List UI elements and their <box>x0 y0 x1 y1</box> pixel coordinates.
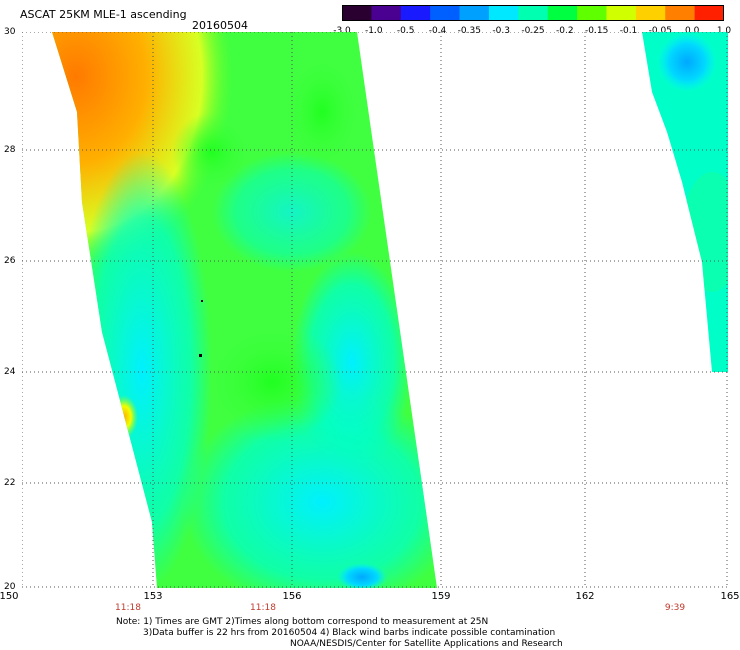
longitude-label: 150 <box>0 591 19 602</box>
longitude-label: 153 <box>143 591 163 602</box>
map-date: 20160504 <box>192 19 248 32</box>
note-line-2: 3)Data buffer is 22 hrs from 20160504 4)… <box>143 628 556 638</box>
colorbar-swatch <box>665 5 696 21</box>
note-line-1: Note: 1) Times are GMT 2)Times along bot… <box>116 617 489 627</box>
colorbar-tick-label: -0.5 <box>396 26 415 36</box>
note-line-3: NOAA/NESDIS/Center for Satellite Applica… <box>290 639 563 649</box>
gridlines <box>22 32 728 588</box>
latitude-label: 22 <box>4 478 16 488</box>
colorbar-swatch <box>635 5 666 21</box>
latitude-label: 26 <box>4 256 16 266</box>
colorbar-tick-label: -0.1 <box>619 26 638 36</box>
colorbar-tick-label: 0.0 <box>684 26 700 36</box>
swath-map <box>22 32 728 588</box>
colorbar-swatch <box>342 5 372 21</box>
colorbar-tick-label: -0.35 <box>457 26 481 36</box>
latitude-label: 20 <box>4 582 16 592</box>
colorbar-tick-label: -0.3 <box>492 26 510 36</box>
longitude-label: 159 <box>431 591 451 602</box>
time-label: 11:18 <box>115 603 141 613</box>
map-title: ASCAT 25KM MLE-1 ascending <box>20 8 187 21</box>
colorbar-tick-label: -3.0 <box>333 26 351 36</box>
colorbar-tick-label: -0.05 <box>648 26 672 36</box>
colorbar-tick-label: -0.15 <box>585 26 609 36</box>
swath-west <box>52 32 437 588</box>
longitude-label: 162 <box>575 591 595 602</box>
colorbar-swatch <box>606 5 637 21</box>
colorbar-tick-label: -0.2 <box>556 26 574 36</box>
longitude-label: 165 <box>720 591 740 602</box>
swath-east <box>642 32 728 372</box>
colorbar-tick-label: -0.4 <box>428 26 447 36</box>
colorbar-swatch <box>459 5 490 21</box>
time-label: 9:39 <box>664 603 686 613</box>
latitude-label: 30 <box>4 27 16 37</box>
colorbar-swatch <box>577 5 607 21</box>
longitude-label: 156 <box>282 591 302 602</box>
colorbar-swatch <box>371 5 402 21</box>
colorbar-tick-label: 1.0 <box>716 26 732 36</box>
time-label: 11:18 <box>250 603 276 613</box>
latitude-label: 28 <box>4 145 16 155</box>
colorbar-tick-label: -1.0 <box>365 26 383 36</box>
colorbar-swatch <box>547 5 578 21</box>
colorbar-border <box>342 5 724 21</box>
latitude-label: 24 <box>4 367 16 377</box>
colorbar-swatch <box>518 5 549 21</box>
colorbar-swatch <box>430 5 461 21</box>
colorbar-swatch <box>488 5 519 21</box>
colorbar-tick-label: -0.25 <box>521 26 545 36</box>
colorbar-swatch <box>400 5 431 21</box>
colorbar-swatch <box>694 5 724 21</box>
colorbar <box>342 5 724 21</box>
